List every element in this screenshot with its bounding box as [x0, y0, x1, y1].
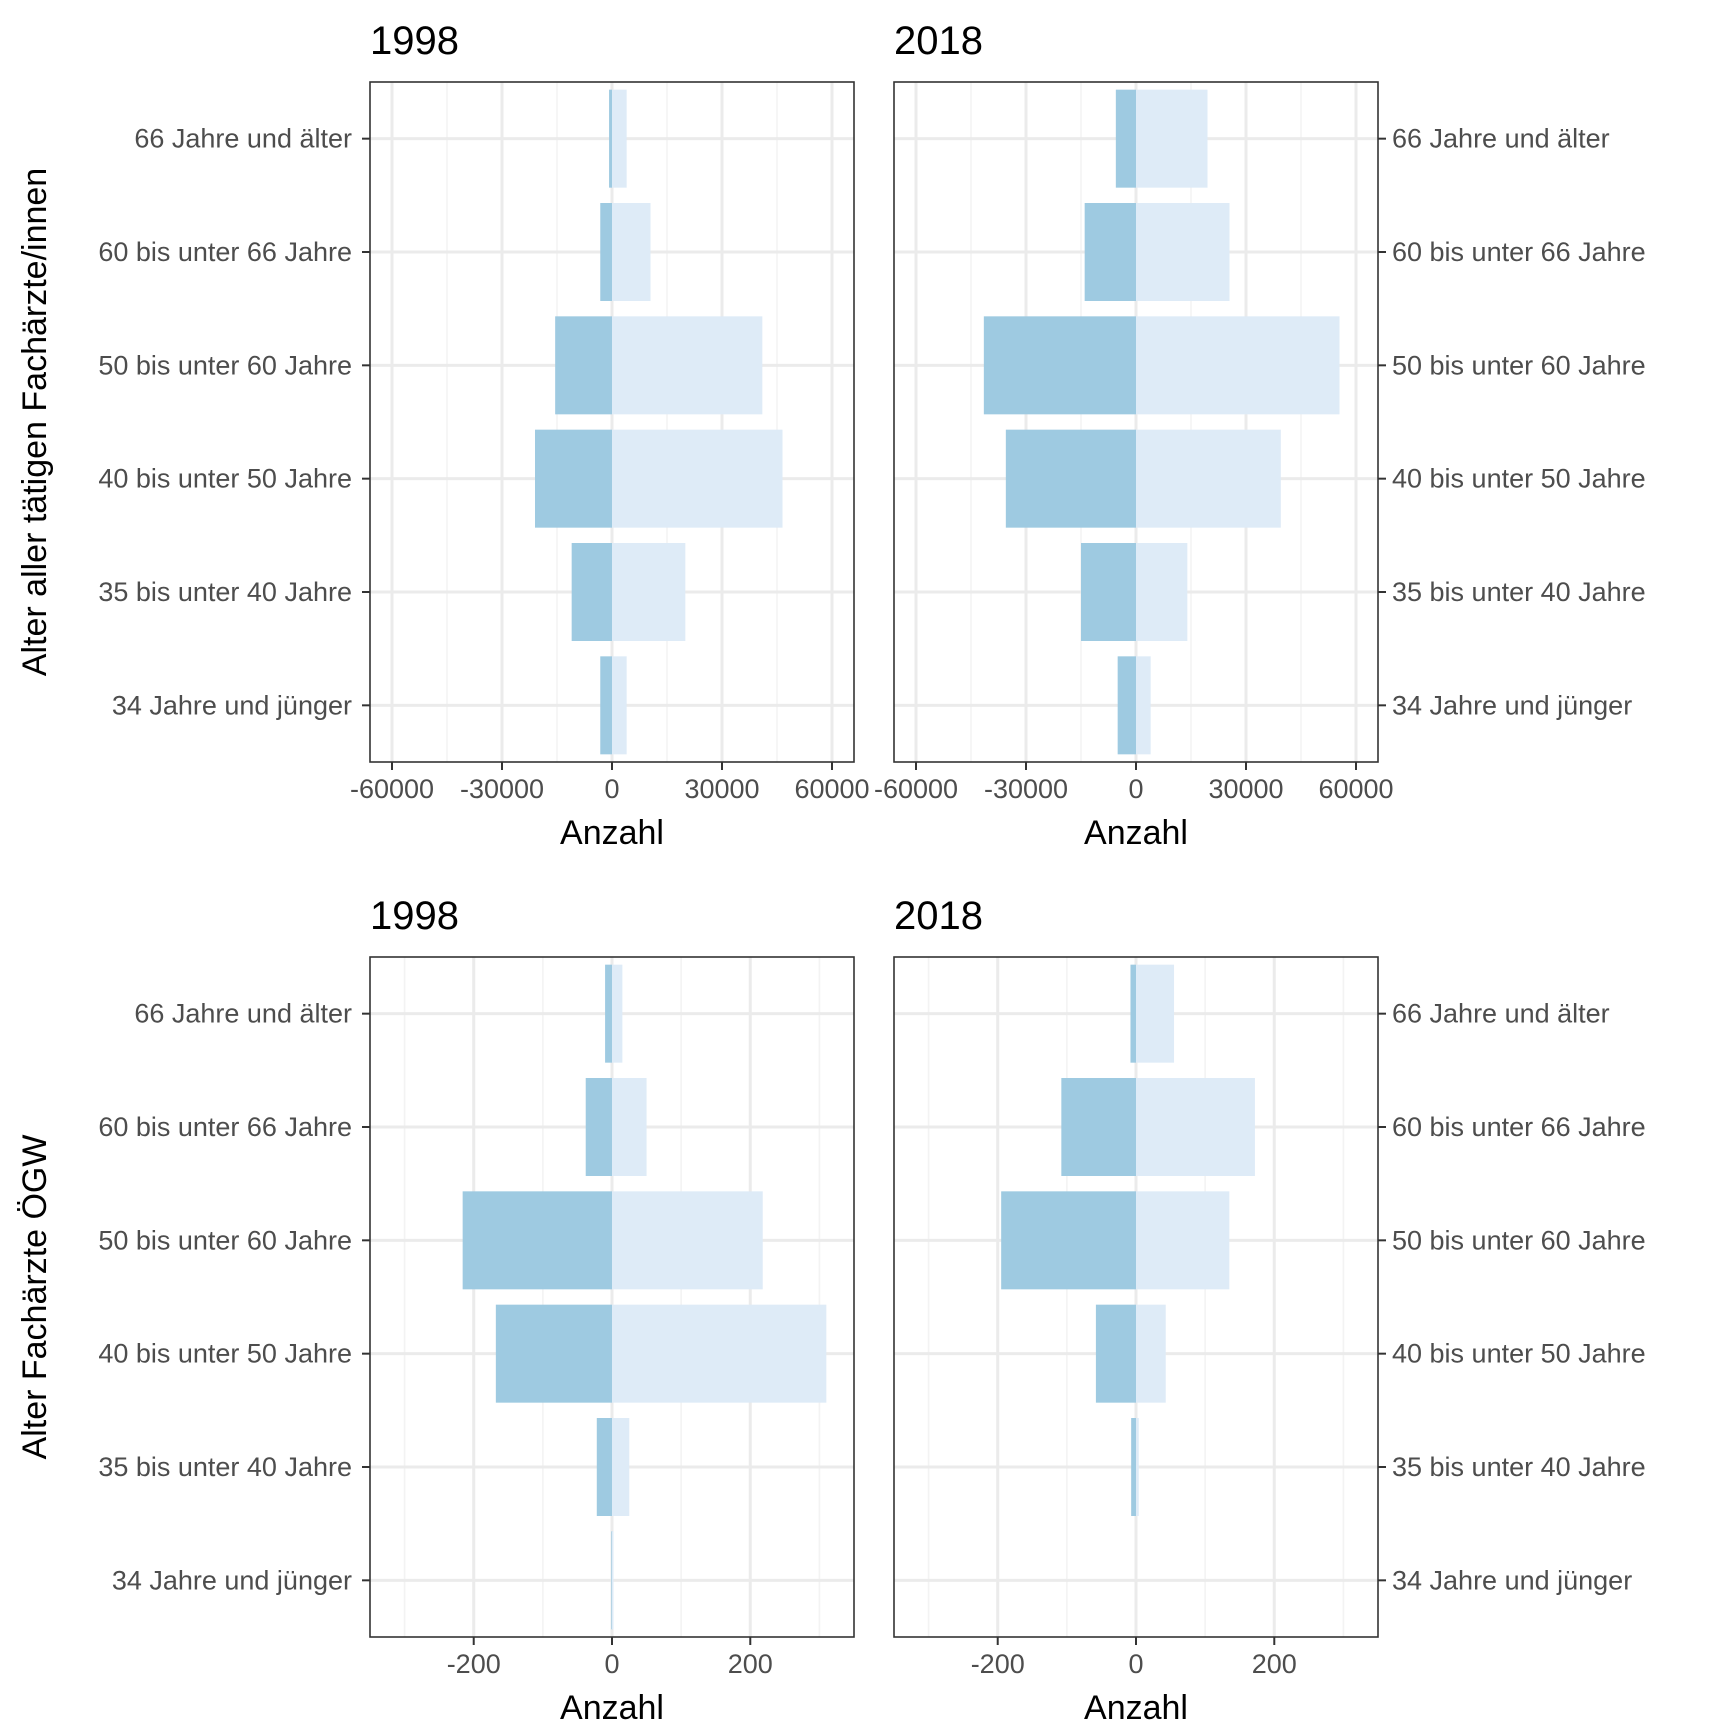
- y-tick-label: 60 bis unter 66 Jahre: [98, 237, 352, 267]
- bar-left-40-bis-unter-50-jahre: [1005, 429, 1136, 528]
- bar-right-60-bis-unter-66-jahre: [612, 203, 651, 301]
- y-tick-label: 66 Jahre und älter: [134, 999, 352, 1029]
- y-tick-label: 50 bis unter 60 Jahre: [1392, 1225, 1646, 1255]
- bar-left-35-bis-unter-40-jahre: [571, 543, 612, 641]
- y-tick-label: 60 bis unter 66 Jahre: [1392, 237, 1646, 267]
- x-tick-label: -30000: [984, 774, 1068, 804]
- bar-right-35-bis-unter-40-jahre: [612, 543, 686, 641]
- y-tick-label: 40 bis unter 50 Jahre: [1392, 1339, 1646, 1369]
- bar-left-40-bis-unter-50-jahre: [495, 1304, 612, 1403]
- y-axis-title: Alter Fachärzte ÖGW: [16, 1135, 54, 1460]
- bar-right-66-jahre-und-älter: [612, 89, 627, 188]
- x-axis-title: Anzahl: [560, 814, 664, 852]
- y-tick-label: 34 Jahre und jünger: [112, 1565, 352, 1595]
- bar-right-40-bis-unter-50-jahre: [1136, 1304, 1166, 1403]
- y-tick-label: 50 bis unter 60 Jahre: [98, 350, 352, 380]
- y-tick-label: 66 Jahre und älter: [134, 124, 352, 154]
- x-tick-label: 200: [728, 1649, 773, 1679]
- bar-left-66-jahre-und-älter: [609, 89, 612, 188]
- bar-right-40-bis-unter-50-jahre: [1136, 429, 1281, 528]
- y-tick-label: 40 bis unter 50 Jahre: [98, 1339, 352, 1369]
- bar-left-40-bis-unter-50-jahre: [535, 429, 612, 528]
- x-axis-title: Anzahl: [560, 1689, 664, 1727]
- y-tick-label: 66 Jahre und älter: [1392, 124, 1610, 154]
- bar-left-50-bis-unter-60-jahre: [983, 316, 1136, 415]
- bar-right-34-jahre-und-jünger: [1136, 656, 1151, 755]
- bar-right-50-bis-unter-60-jahre: [1136, 316, 1340, 415]
- panel-title: 1998: [370, 894, 459, 938]
- bar-left-34-jahre-und-jünger: [1117, 656, 1136, 755]
- bar-right-60-bis-unter-66-jahre: [1136, 1078, 1255, 1176]
- bar-left-60-bis-unter-66-jahre: [1061, 1078, 1136, 1176]
- bar-left-50-bis-unter-60-jahre: [555, 316, 612, 415]
- x-tick-label: 200: [1252, 1649, 1297, 1679]
- bar-left-35-bis-unter-40-jahre: [596, 1418, 612, 1516]
- bar-left-35-bis-unter-40-jahre: [1081, 543, 1136, 641]
- bar-right-50-bis-unter-60-jahre: [612, 1191, 763, 1290]
- x-axis-title: Anzahl: [1084, 1689, 1188, 1727]
- y-axis-title: Alter aller tätigen Fachärzte/innen: [16, 168, 54, 676]
- bar-right-35-bis-unter-40-jahre: [612, 1418, 630, 1516]
- bar-left-34-jahre-und-jünger: [600, 656, 612, 755]
- x-tick-label: 30000: [684, 774, 759, 804]
- x-tick-label: 30000: [1208, 774, 1283, 804]
- x-axis-title: Anzahl: [1084, 814, 1188, 852]
- y-tick-label: 34 Jahre und jünger: [112, 690, 352, 720]
- y-tick-label: 60 bis unter 66 Jahre: [98, 1112, 352, 1142]
- bar-right-50-bis-unter-60-jahre: [612, 316, 763, 415]
- y-tick-label: 34 Jahre und jünger: [1392, 690, 1632, 720]
- bar-left-66-jahre-und-älter: [1115, 89, 1136, 188]
- bar-right-60-bis-unter-66-jahre: [612, 1078, 647, 1176]
- bar-right-60-bis-unter-66-jahre: [1136, 203, 1230, 301]
- panel-title: 1998: [370, 19, 459, 63]
- bar-right-34-jahre-und-jünger: [612, 1531, 614, 1630]
- x-tick-label: -30000: [460, 774, 544, 804]
- bar-right-66-jahre-und-älter: [612, 964, 623, 1063]
- bar-right-66-jahre-und-älter: [1136, 89, 1208, 188]
- bar-left-60-bis-unter-66-jahre: [1084, 203, 1136, 301]
- bar-left-50-bis-unter-60-jahre: [462, 1191, 612, 1290]
- x-tick-label: 0: [1128, 1649, 1143, 1679]
- bar-right-35-bis-unter-40-jahre: [1136, 543, 1188, 641]
- bar-right-50-bis-unter-60-jahre: [1136, 1191, 1230, 1290]
- y-tick-label: 60 bis unter 66 Jahre: [1392, 1112, 1646, 1142]
- x-tick-label: -60000: [874, 774, 958, 804]
- bar-right-35-bis-unter-40-jahre: [1136, 1418, 1139, 1516]
- bar-right-40-bis-unter-50-jahre: [612, 1304, 827, 1403]
- bar-left-66-jahre-und-älter: [605, 964, 612, 1063]
- x-tick-label: 0: [604, 1649, 619, 1679]
- bar-left-40-bis-unter-50-jahre: [1095, 1304, 1136, 1403]
- x-tick-label: 0: [1128, 774, 1143, 804]
- x-tick-label: 60000: [1318, 774, 1393, 804]
- bar-right-34-jahre-und-jünger: [612, 656, 627, 755]
- x-tick-label: -200: [971, 1649, 1025, 1679]
- x-tick-label: -60000: [350, 774, 434, 804]
- bar-left-60-bis-unter-66-jahre: [600, 203, 612, 301]
- bar-right-40-bis-unter-50-jahre: [612, 429, 783, 528]
- y-tick-label: 35 bis unter 40 Jahre: [1392, 577, 1646, 607]
- y-tick-label: 66 Jahre und älter: [1392, 999, 1610, 1029]
- y-tick-label: 35 bis unter 40 Jahre: [1392, 1452, 1646, 1482]
- bar-left-50-bis-unter-60-jahre: [1001, 1191, 1136, 1290]
- x-tick-label: 0: [604, 774, 619, 804]
- x-tick-label: -200: [447, 1649, 501, 1679]
- y-tick-label: 50 bis unter 60 Jahre: [1392, 350, 1646, 380]
- panel-title: 2018: [894, 894, 983, 938]
- bar-right-66-jahre-und-älter: [1136, 964, 1175, 1063]
- y-tick-label: 35 bis unter 40 Jahre: [98, 577, 352, 607]
- y-tick-label: 40 bis unter 50 Jahre: [98, 464, 352, 494]
- bar-left-35-bis-unter-40-jahre: [1131, 1418, 1136, 1516]
- bar-left-60-bis-unter-66-jahre: [585, 1078, 612, 1176]
- y-tick-label: 50 bis unter 60 Jahre: [98, 1225, 352, 1255]
- panel-title: 2018: [894, 19, 983, 63]
- y-tick-label: 35 bis unter 40 Jahre: [98, 1452, 352, 1482]
- y-tick-label: 40 bis unter 50 Jahre: [1392, 464, 1646, 494]
- x-tick-label: 60000: [794, 774, 869, 804]
- y-tick-label: 34 Jahre und jünger: [1392, 1565, 1632, 1595]
- bar-left-66-jahre-und-älter: [1130, 964, 1136, 1063]
